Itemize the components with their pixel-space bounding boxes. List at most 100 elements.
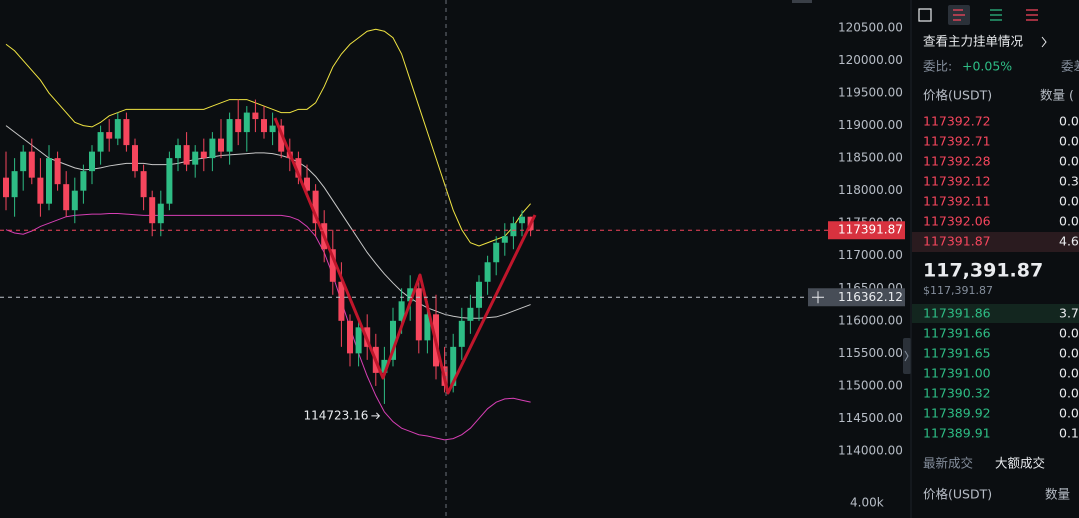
- ask-qty: 0.02: [1059, 154, 1079, 169]
- candle-body: [149, 197, 156, 224]
- candle-body: [407, 288, 414, 302]
- y-tick-label: 119500.00: [838, 86, 903, 100]
- toolbar-stub: [792, 0, 812, 3]
- link-chevron: [1041, 36, 1047, 48]
- candle-body: [235, 119, 242, 133]
- candle-body: [3, 177, 9, 198]
- candle-body: [71, 190, 78, 211]
- view-tabs: [918, 5, 1038, 25]
- trade-qty-header: 数量: [1045, 487, 1070, 502]
- tab-icon[interactable]: [953, 9, 965, 21]
- candle-body: [114, 119, 121, 139]
- ask-price: 117392.06: [923, 214, 991, 229]
- candle-body: [243, 112, 250, 133]
- ratio-value: +0.05%: [962, 59, 1012, 74]
- ask-qty: 0.36: [1059, 174, 1079, 189]
- y-tick-label: 117000.00: [838, 248, 903, 262]
- candle-body: [28, 151, 35, 178]
- candle-body: [476, 281, 482, 308]
- y-tick-label: 120000.00: [838, 53, 903, 67]
- candle-body: [218, 138, 224, 152]
- y-tick-label: 118500.00: [838, 151, 903, 165]
- bid-qty: 0.00: [1059, 366, 1079, 381]
- diff-label: 委差: [1061, 59, 1079, 74]
- main-orders-link[interactable]: 查看主力挂单情况: [923, 34, 1024, 49]
- candle-body: [46, 158, 52, 204]
- candle-body: [484, 262, 491, 282]
- candle-body: [89, 151, 95, 172]
- candle-body: [510, 223, 517, 237]
- ask-price: 117392.11: [923, 194, 991, 209]
- candle-body: [304, 177, 310, 191]
- ask-qty: 0.00: [1059, 194, 1079, 209]
- tab-icon[interactable]: [1026, 9, 1038, 21]
- price-header: 价格(USDT): [923, 88, 992, 103]
- bid-price: 117391.86: [923, 306, 991, 321]
- candle-body: [123, 119, 130, 146]
- crosshair-label: 116362.12: [838, 290, 903, 304]
- crosshair-plus: [812, 291, 824, 304]
- candle-body: [424, 314, 431, 341]
- ask-qty: 0.00: [1059, 134, 1079, 149]
- bid-price: 117391.65: [923, 346, 991, 361]
- candle-body: [226, 119, 233, 152]
- candle-body: [501, 236, 508, 243]
- candle-body: [132, 145, 138, 172]
- candle-body: [140, 171, 147, 198]
- tab-icon[interactable]: [990, 9, 1002, 21]
- bid-highlight: [912, 304, 1079, 323]
- bid-qty: 0.07: [1059, 346, 1079, 361]
- candle-body: [450, 346, 457, 386]
- candle-body: [209, 138, 216, 159]
- order-book: 117392.72 0.04 117392.71 0.00 117392.28 0.02 1…: [923, 114, 1079, 441]
- candle-body: [97, 132, 104, 152]
- bid-price: 117389.91: [923, 426, 991, 441]
- candle-body: [252, 112, 259, 120]
- ask-price: 117392.28: [923, 154, 991, 169]
- ask-price: 117392.71: [923, 134, 991, 149]
- y-tick-label: 118000.00: [838, 183, 903, 197]
- w-pattern-annotation: [273, 117, 537, 395]
- trade-tab[interactable]: 最新成交: [923, 456, 973, 471]
- trade-tab[interactable]: 大额成交: [995, 456, 1045, 471]
- y-tick-label: 120500.00: [838, 20, 903, 34]
- low-marker-label: 114723.16: [303, 408, 368, 422]
- bid-qty: 0.00: [1059, 406, 1079, 421]
- book-last-price-usd: $117,391.87: [923, 284, 993, 297]
- y-tick-label: 114500.00: [838, 411, 903, 425]
- candle-body: [37, 177, 44, 204]
- ask-price: 117391.87: [923, 234, 991, 249]
- ratio-label: 委比:: [923, 59, 952, 74]
- candle-body: [183, 145, 190, 165]
- bid-qty: 0.00: [1059, 386, 1079, 401]
- candle-body: [269, 125, 276, 133]
- candle-body: [261, 119, 267, 133]
- candle-body: [175, 145, 181, 159]
- tab-icon[interactable]: [918, 8, 932, 22]
- toggle-chevron: [904, 350, 909, 362]
- volume-tick-label: 4.00k: [850, 496, 884, 510]
- chart: [3, 28, 534, 441]
- candle-body: [398, 301, 405, 321]
- bid-price: 117390.32: [923, 386, 991, 401]
- crosshair-tag: [828, 288, 905, 307]
- ask-price: 117392.12: [923, 174, 991, 189]
- candle-body: [381, 359, 388, 373]
- candle-body: [106, 132, 113, 139]
- bid-price: 117391.66: [923, 326, 991, 341]
- trade-price-header: 价格(USDT): [923, 487, 992, 502]
- candle-body: [347, 320, 353, 354]
- candle-body: [415, 288, 422, 341]
- candle-body: [519, 216, 525, 224]
- candle-body: [312, 190, 319, 224]
- candle-body: [467, 307, 474, 321]
- bid-qty: 3.76: [1059, 306, 1079, 321]
- panel-toggle[interactable]: [903, 338, 911, 374]
- ask-qty: 4.69: [1059, 234, 1079, 249]
- candle-body: [338, 281, 345, 321]
- candle-body: [11, 171, 18, 198]
- candle-body: [166, 158, 173, 204]
